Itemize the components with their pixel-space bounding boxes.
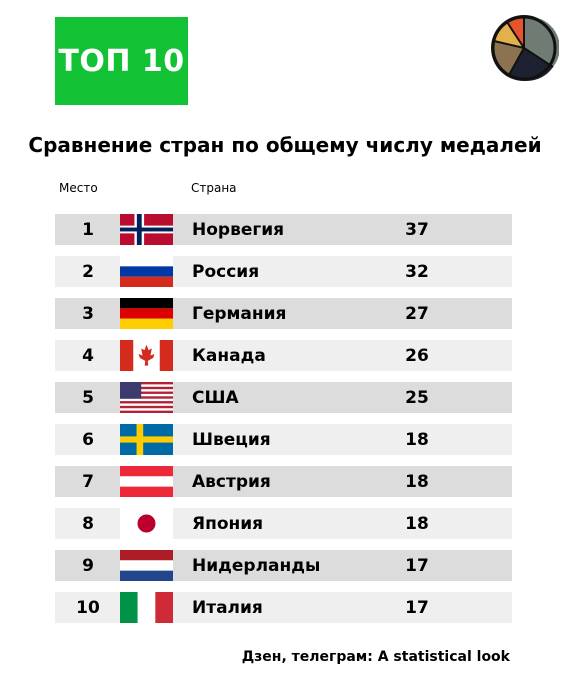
chart-title: Сравнение стран по общему числу медалей xyxy=(28,133,542,157)
usa-flag-icon xyxy=(120,382,173,413)
country-cell: Норвегия xyxy=(192,219,285,240)
table-row: 8 Япония 18 xyxy=(55,508,512,539)
russia-flag-icon xyxy=(120,256,173,287)
table-row: 5 США 25 xyxy=(55,382,512,413)
medal-count-cell: 18 xyxy=(405,429,429,450)
medal-count-cell: 17 xyxy=(405,555,429,576)
rank-cell: 3 xyxy=(82,303,94,324)
medal-count-cell: 18 xyxy=(405,471,429,492)
table-row: 4 Канада 26 xyxy=(55,340,512,371)
country-cell: США xyxy=(192,387,239,408)
table-row: 9 Нидерланды 17 xyxy=(55,550,512,581)
sweden-flag-icon xyxy=(120,424,173,455)
netherlands-flag-icon xyxy=(120,550,173,581)
table-row: 10 Италия 17 xyxy=(55,592,512,623)
rank-cell: 4 xyxy=(82,345,94,366)
austria-flag-icon xyxy=(120,466,173,497)
table-row: 2 Россия 32 xyxy=(55,256,512,287)
table-row: 7 Австрия 18 xyxy=(55,466,512,497)
pie-chart-icon xyxy=(491,15,559,81)
country-cell: Италия xyxy=(192,597,263,618)
medal-count-cell: 37 xyxy=(405,219,429,240)
medal-count-cell: 27 xyxy=(405,303,429,324)
medal-count-cell: 18 xyxy=(405,513,429,534)
germany-flag-icon xyxy=(120,298,173,329)
medal-count-cell: 26 xyxy=(405,345,429,366)
country-cell: Нидерланды xyxy=(192,555,321,576)
country-cell: Россия xyxy=(192,261,260,282)
japan-flag-icon xyxy=(120,508,173,539)
table-row: 1 Норвегия 37 xyxy=(55,214,512,245)
top-badge: ТОП 10 xyxy=(55,17,188,105)
rank-cell: 7 xyxy=(82,471,94,492)
norway-flag-icon xyxy=(120,214,173,245)
top-badge-label: ТОП 10 xyxy=(58,43,185,79)
rank-cell: 8 xyxy=(82,513,94,534)
column-header-place: Место xyxy=(59,181,98,195)
medal-count-cell: 32 xyxy=(405,261,429,282)
country-cell: Япония xyxy=(192,513,264,534)
medal-count-cell: 17 xyxy=(405,597,429,618)
country-cell: Австрия xyxy=(192,471,271,492)
italy-flag-icon xyxy=(120,592,173,623)
table-row: 3 Германия 27 xyxy=(55,298,512,329)
rank-cell: 10 xyxy=(76,597,100,618)
rank-cell: 2 xyxy=(82,261,94,282)
rank-cell: 5 xyxy=(82,387,94,408)
rank-cell: 6 xyxy=(82,429,94,450)
footer-credit: Дзен, телеграм: A statistical look xyxy=(241,649,510,665)
medal-count-cell: 25 xyxy=(405,387,429,408)
table-row: 6 Швеция 18 xyxy=(55,424,512,455)
country-cell: Германия xyxy=(192,303,287,324)
canada-flag-icon xyxy=(120,340,173,371)
rank-cell: 9 xyxy=(82,555,94,576)
country-cell: Швеция xyxy=(192,429,271,450)
country-cell: Канада xyxy=(192,345,266,366)
column-header-country: Страна xyxy=(191,181,237,195)
rank-cell: 1 xyxy=(82,219,94,240)
